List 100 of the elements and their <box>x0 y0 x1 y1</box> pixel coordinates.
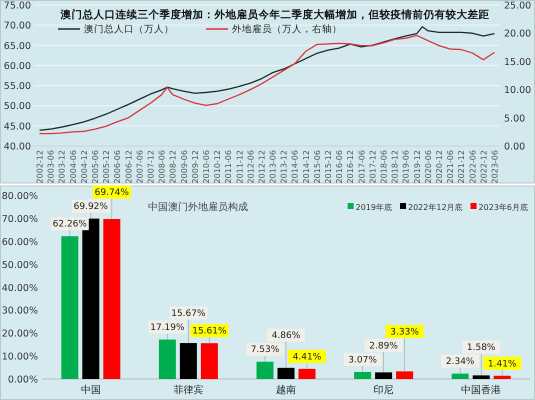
x-tick-label: 2020-06 <box>424 150 433 184</box>
x-tick-label: 2016-12 <box>346 150 356 184</box>
x-tick-label: 2008-12 <box>168 150 178 184</box>
y-tick-label: 70.00% <box>2 214 38 225</box>
x-tick-label: 2019-12 <box>412 150 422 184</box>
bar <box>375 372 392 379</box>
x-tick-label: 越南 <box>276 384 296 396</box>
y2-tick-label: 15.00 <box>504 56 532 68</box>
x-tick-label: 2014-12 <box>302 150 311 184</box>
x-tick-label: 中国 <box>80 384 101 396</box>
x-tick-label: 2004-06 <box>68 150 78 184</box>
chart-title: 澳门总人口连续三个季度增加：外地雇员今年二季度大幅增加，但较疫情前仍有较大差距 <box>60 8 490 21</box>
x-tick-label: 2013-12 <box>280 150 289 184</box>
y2-tick-label: 20.00 <box>504 28 532 40</box>
x-tick-label: 2017-12 <box>368 150 378 184</box>
x-tick-label: 2015-06 <box>312 150 322 184</box>
y-tick-label: 20.00% <box>2 328 38 340</box>
bar <box>180 343 197 379</box>
bar <box>472 375 490 379</box>
bar <box>61 236 78 379</box>
data-label: 4.41% <box>292 352 322 362</box>
legend-label: 2023年6月底 <box>478 203 528 212</box>
data-label: 1.58% <box>466 343 496 354</box>
y-tick-label: 70.00 <box>4 20 31 32</box>
data-label: 17.19% <box>150 323 185 334</box>
data-label: 4.86% <box>272 331 301 342</box>
x-tick-label: 2003-12 <box>58 150 67 184</box>
x-tick-label: 2012-12 <box>257 150 266 184</box>
data-label: 7.53% <box>250 345 280 356</box>
y-tick-label: 40.00 <box>4 142 31 152</box>
x-tick-label: 2008-06 <box>158 150 167 184</box>
y2-tick-label: 10.00 <box>504 85 532 96</box>
x-tick-label: 2022-12 <box>479 150 488 184</box>
x-tick-label: 2002-12 <box>36 150 45 184</box>
x-tick-label: 2010-12 <box>213 150 222 184</box>
data-label: 2.34% <box>446 357 475 368</box>
data-label: 3.33% <box>390 327 420 338</box>
x-tick-label: 2022-06 <box>468 150 478 184</box>
y-tick-label: 65.00 <box>4 40 31 52</box>
y-tick-label: 45.00 <box>4 121 31 132</box>
bar <box>396 371 414 379</box>
legend-label: 2022年12月底 <box>408 203 463 212</box>
x-tick-label: 2009-06 <box>180 150 189 184</box>
x-tick-label: 2006-12 <box>124 150 134 184</box>
data-label: 15.61% <box>192 326 227 337</box>
y-tick-label: 50.00 <box>4 101 31 112</box>
x-tick-label: 2016-06 <box>335 150 344 184</box>
data-label: 2.89% <box>369 341 398 352</box>
bar <box>494 376 511 379</box>
x-tick-label: 2003-06 <box>46 150 56 184</box>
y-tick-label: 10.00% <box>2 352 38 363</box>
y2-tick-label: 25.00 <box>504 0 532 12</box>
y-tick-label: 55.00 <box>4 81 31 92</box>
bar <box>354 372 372 379</box>
x-tick-label: 2004-12 <box>80 150 89 184</box>
x-tick-label: 2017-06 <box>357 150 366 184</box>
legend-label: 2019年底 <box>356 203 392 212</box>
x-tick-label: 2011-12 <box>235 150 244 184</box>
x-tick-label: 2019-06 <box>402 150 411 184</box>
data-label: 69.74% <box>94 188 130 198</box>
text: 中国澳门外地雇员构成 <box>148 201 248 213</box>
y-tick-label: 60.00 <box>4 60 31 72</box>
data-label: 69.92% <box>74 202 108 212</box>
y-tick-label: 40.00% <box>2 282 38 294</box>
y-tick-label: 80.00% <box>2 191 38 202</box>
x-tick-label: 2023-06 <box>490 150 500 184</box>
data-label: 1.41% <box>488 359 517 370</box>
x-tick-label: 中国香港 <box>461 384 502 396</box>
x-tick-label: 2005-06 <box>91 150 100 184</box>
y-tick-label: 75.00 <box>4 0 31 12</box>
legend-label: 澳门总人口（万人） <box>84 23 174 35</box>
x-tick-label: 2011-06 <box>224 150 234 184</box>
bar <box>278 368 294 379</box>
legend-label: 外地雇员（万人，右轴） <box>232 23 342 35</box>
y2-tick-label: 5.00 <box>504 113 526 124</box>
y-tick-label: 30.00% <box>2 306 38 317</box>
bar <box>298 368 316 379</box>
bar <box>103 219 120 379</box>
x-tick-label: 2005-12 <box>102 150 112 184</box>
bar <box>256 362 274 379</box>
x-tick-label: 2010-06 <box>202 150 211 184</box>
x-tick-label: 2014-06 <box>290 150 300 184</box>
x-tick-label: 2007-06 <box>135 150 144 184</box>
data-label: 62.26% <box>52 220 88 230</box>
x-tick-label: 2015-12 <box>324 150 334 184</box>
x-tick-label: 2018-06 <box>380 150 388 184</box>
x-tick-label: 2007-12 <box>146 150 156 184</box>
bar <box>452 374 469 379</box>
y-tick-label: 50.00% <box>2 260 38 271</box>
x-tick-label: 印尼 <box>374 384 394 396</box>
x-tick-label: 菲律宾 <box>173 384 204 396</box>
y-tick-label: 0.00% <box>8 374 38 386</box>
x-tick-label: 2009-12 <box>190 150 200 184</box>
data-label: 15.67% <box>171 309 206 320</box>
x-tick-label: 2021-06 <box>446 150 456 184</box>
x-tick-label: 2013-06 <box>268 150 278 184</box>
x-tick-label: 2021-12 <box>457 150 466 184</box>
x-tick-label: 2018-12 <box>390 150 400 184</box>
bar <box>158 340 176 379</box>
bar <box>200 343 218 379</box>
